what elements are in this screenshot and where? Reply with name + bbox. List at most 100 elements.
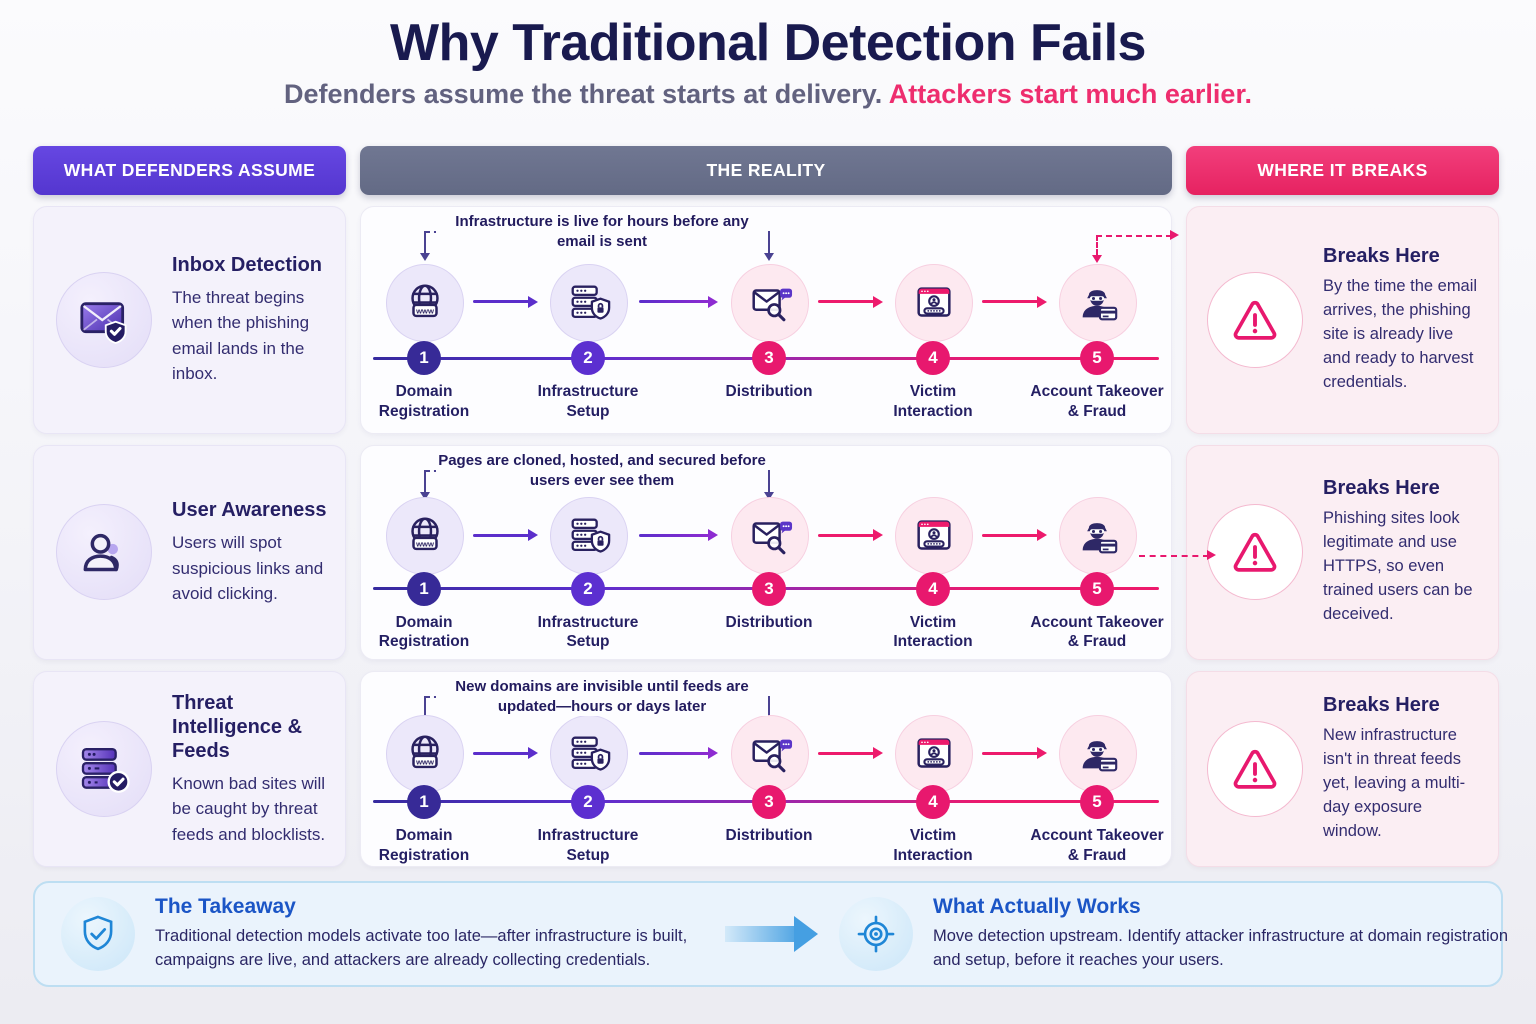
breaks-card-3: Breaks Here New infrastructure isn't in … [1186, 670, 1499, 867]
assumption-text-block: Inbox Detection The threat begins when t… [172, 253, 327, 387]
escape-dashed-arrow [1139, 554, 1209, 557]
bracket-arrow-down-icon [764, 491, 774, 500]
takeaway-section: The Takeaway Traditional detection model… [61, 895, 703, 973]
step-label: Infrastructure Setup [537, 613, 639, 651]
page-title: Why Traditional Detection Fails [390, 14, 1146, 72]
step-arrow-icon [818, 533, 874, 537]
users-icon [56, 504, 152, 601]
step-arrow-icon [639, 533, 709, 537]
email-scan-icon [731, 715, 809, 794]
assumption-text-block: Threat Intelligence & Feeds Known bad si… [172, 691, 327, 848]
breaks-title: Breaks Here [1323, 477, 1440, 500]
step-label: Victim Interaction [893, 383, 973, 421]
login-page-icon [895, 497, 973, 576]
step-label: Distribution [725, 383, 813, 401]
warning-triangle-icon [1207, 271, 1303, 368]
what-works-title: What Actually Works [933, 894, 1141, 918]
dashed-arrow-right-icon [1170, 229, 1179, 240]
escape-dashed-arrow [1096, 234, 1172, 237]
assumption-description: The threat begins when the phishing emai… [172, 287, 310, 384]
bracket-arrow-down-icon [764, 252, 774, 261]
step-label: Account Takeover & Fraud [1030, 826, 1164, 864]
page-subtitle: Defenders assume the threat starts at de… [0, 79, 1536, 110]
step-number-1: 1 [407, 341, 441, 376]
step-number-5: 5 [1080, 341, 1114, 376]
column-header-assume: WHAT DEFENDERS ASSUME [33, 145, 346, 195]
what-works-description: Move detection upstream. Identify attack… [933, 926, 1509, 969]
subtitle-accent: Attackers start much earlier. [888, 78, 1252, 109]
annotation-text: New domains are invisible until feeds ar… [436, 676, 768, 717]
assumption-title: Threat Intelligence & Feeds [172, 691, 303, 762]
bracket-arrow-down-icon [420, 491, 430, 500]
target-icon [839, 896, 913, 971]
step-label: Account Takeover & Fraud [1030, 613, 1164, 651]
step-label: Domain Registration [378, 383, 470, 421]
step-number-4: 4 [916, 571, 950, 606]
breaks-title: Breaks Here [1323, 693, 1440, 716]
step-number-5: 5 [1080, 571, 1114, 606]
email-scan-icon [731, 497, 809, 576]
main-grid: WHAT DEFENDERS ASSUME THE REALITY WHERE … [33, 145, 1503, 867]
reality-timeline-row-3: New domains are invisible until feeds ar… [360, 670, 1172, 867]
globe-www-icon [386, 263, 464, 342]
step-number-3: 3 [752, 341, 786, 376]
breaks-description: By the time the email arrives, the phish… [1323, 276, 1478, 391]
assumption-card-threat-intelligence: Threat Intelligence & Feeds Known bad si… [33, 670, 346, 867]
step-label: Domain Registration [378, 826, 470, 864]
globe-www-icon [386, 497, 464, 576]
annotation-text: Pages are cloned, hosted, and secured be… [436, 450, 768, 491]
step-number-4: 4 [916, 784, 950, 819]
step-label: Victim Interaction [893, 613, 973, 651]
assumption-card-user-awareness: User Awareness Users will spot suspiciou… [33, 444, 346, 660]
step-arrow-icon [639, 300, 709, 304]
step-label: Distribution [725, 826, 813, 844]
fraudster-card-icon [1059, 263, 1137, 342]
envelope-shield-icon [56, 271, 152, 368]
step-label: Domain Registration [378, 613, 470, 651]
warning-triangle-icon [1207, 504, 1303, 601]
fraudster-card-icon [1059, 497, 1137, 576]
breaks-text-block: Breaks Here Phishing sites look legitima… [1323, 477, 1484, 627]
bracket-arrow-down-icon [420, 252, 430, 261]
step-number-3: 3 [752, 784, 786, 819]
step-number-1: 1 [407, 784, 441, 819]
step-arrow-icon [982, 751, 1038, 755]
step-label: Account Takeover & Fraud [1030, 383, 1164, 421]
server-lock-icon [550, 263, 628, 342]
assumption-title: Inbox Detection [172, 253, 323, 276]
step-number-4: 4 [916, 341, 950, 376]
column-header-breaks: WHERE IT BREAKS [1186, 145, 1499, 195]
takeaway-text-block: The Takeaway Traditional detection model… [155, 895, 703, 973]
reality-timeline-row-1: Infrastructure is live for hours before … [360, 205, 1179, 434]
step-number-1: 1 [407, 571, 441, 606]
breaks-description: Phishing sites look legitimate and use H… [1323, 509, 1473, 624]
step-number-3: 3 [752, 571, 786, 606]
assumption-description: Known bad sites will be caught by threat… [172, 773, 326, 844]
warning-triangle-icon [1207, 720, 1303, 817]
step-arrow-icon [982, 300, 1038, 304]
assumption-card-inbox-detection: Inbox Detection The threat begins when t… [33, 205, 346, 434]
login-page-icon [895, 263, 973, 342]
step-arrow-icon [473, 751, 529, 755]
page-header: Why Traditional Detection Fails Defender… [0, 0, 1536, 110]
right-arrow-icon [725, 925, 795, 942]
assumption-title: User Awareness [172, 499, 327, 522]
annotation-text: Infrastructure is live for hours before … [436, 211, 768, 252]
step-number-2: 2 [571, 341, 605, 376]
email-scan-icon [731, 263, 809, 342]
assumption-description: Users will spot suspicious links and avo… [172, 533, 324, 604]
column-header-reality: THE REALITY [360, 145, 1172, 195]
step-label: Victim Interaction [893, 826, 973, 864]
fraudster-card-icon [1059, 715, 1137, 794]
breaks-text-block: Breaks Here By the time the email arrive… [1323, 245, 1484, 395]
what-works-section: What Actually Works Move detection upstr… [839, 895, 1533, 973]
step-arrow-icon [639, 751, 709, 755]
step-arrow-icon [818, 300, 874, 304]
globe-www-icon [386, 715, 464, 794]
step-arrow-icon [473, 300, 529, 304]
login-page-icon [895, 715, 973, 794]
breaks-card-1: Breaks Here By the time the email arrive… [1186, 205, 1499, 434]
what-works-text-block: What Actually Works Move detection upstr… [933, 895, 1533, 973]
server-lock-icon [550, 715, 628, 794]
footer-bar: The Takeaway Traditional detection model… [33, 880, 1508, 987]
